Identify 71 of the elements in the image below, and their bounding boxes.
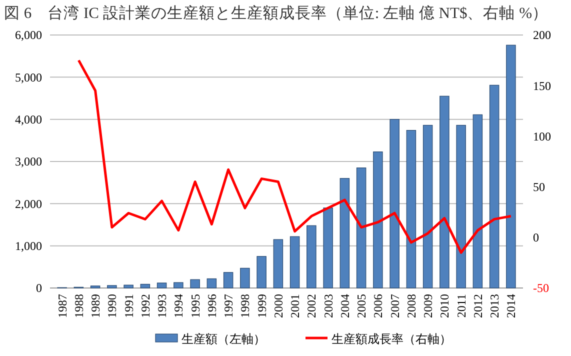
x-tick-label: 1993 bbox=[155, 294, 170, 318]
bar bbox=[340, 178, 350, 288]
bar bbox=[406, 130, 416, 288]
y-tick-label: 1,000 bbox=[15, 239, 42, 254]
x-tick-label: 2009 bbox=[421, 294, 436, 318]
x-tick-label: 2014 bbox=[504, 294, 518, 318]
y-tick-label: 2,000 bbox=[15, 196, 42, 211]
x-tick-label: 2000 bbox=[271, 294, 286, 318]
x-tick-label: 1991 bbox=[122, 294, 136, 318]
x-tick-label: 2003 bbox=[321, 294, 336, 318]
bar bbox=[273, 239, 284, 288]
bar bbox=[223, 272, 234, 288]
y-tick-label: 0 bbox=[36, 281, 42, 296]
bar bbox=[323, 208, 333, 288]
bar bbox=[506, 44, 516, 288]
x-tick-label: 1997 bbox=[222, 294, 236, 318]
bar bbox=[422, 124, 433, 288]
bar bbox=[240, 268, 250, 288]
x-tick-label: 2012 bbox=[470, 294, 485, 318]
x-tick-label: 2007 bbox=[388, 294, 402, 318]
bar bbox=[124, 284, 134, 288]
bar bbox=[190, 279, 200, 288]
bar bbox=[140, 284, 150, 288]
y2-tick-label: 50 bbox=[533, 180, 545, 194]
x-tick-label: 1992 bbox=[138, 294, 152, 318]
x-tick-label: 1996 bbox=[204, 294, 219, 318]
bar bbox=[440, 96, 450, 288]
y-tick-label: 5,000 bbox=[15, 70, 42, 84]
x-tick-label: 2004 bbox=[338, 294, 352, 318]
bar bbox=[290, 236, 300, 288]
bar bbox=[174, 282, 184, 288]
x-tick-label: 2011 bbox=[454, 294, 468, 318]
bar bbox=[90, 286, 100, 288]
bar bbox=[373, 152, 383, 288]
legend-label: 生産額（左軸） bbox=[182, 332, 266, 346]
bar bbox=[107, 285, 117, 288]
chart-title: 図 6 台湾 IC 設計業の生産額と生産額成長率（単位: 左軸 億 NT$、右軸 %） bbox=[4, 4, 548, 22]
y-tick-label: 4,000 bbox=[15, 112, 42, 127]
x-tick-label: 1988 bbox=[72, 294, 86, 318]
y-tick-label: 6,000 bbox=[15, 28, 42, 42]
x-tick-label: 2006 bbox=[371, 294, 386, 318]
bar bbox=[472, 114, 483, 288]
x-tick-label: 2013 bbox=[488, 294, 502, 318]
line-series bbox=[77, 59, 512, 254]
x-tick-label: 1998 bbox=[238, 294, 252, 318]
x-tick-label: 2002 bbox=[304, 294, 319, 318]
bar bbox=[256, 256, 266, 288]
x-tick-label: 1999 bbox=[254, 294, 269, 318]
y2-tick-label: -50 bbox=[533, 281, 549, 296]
x-tick-label: 2008 bbox=[404, 294, 418, 318]
bar bbox=[489, 84, 500, 288]
x-tick-label: 2001 bbox=[288, 294, 302, 318]
bar bbox=[456, 124, 466, 288]
x-tick-label: 1994 bbox=[172, 294, 186, 318]
y-tick-label: 3,000 bbox=[15, 154, 42, 169]
y2-tick-label: 100 bbox=[533, 129, 551, 144]
x-tick-label: 1987 bbox=[55, 294, 70, 318]
y2-tick-label: 150 bbox=[533, 78, 551, 93]
bar bbox=[156, 282, 167, 288]
bar bbox=[390, 119, 400, 288]
x-tick-label: 1990 bbox=[105, 294, 120, 318]
x-tick-label: 2005 bbox=[354, 294, 369, 318]
x-tick-label: 1989 bbox=[88, 294, 103, 318]
x-tick-label: 2010 bbox=[438, 294, 452, 318]
legend-label: 生産額成長率（右軸） bbox=[332, 332, 452, 346]
y2-tick-label: 0 bbox=[533, 230, 539, 245]
bar bbox=[356, 168, 366, 288]
y2-tick-label: 200 bbox=[533, 28, 551, 42]
x-tick-label: 1995 bbox=[188, 294, 202, 318]
bar bbox=[306, 225, 316, 288]
bar bbox=[206, 278, 217, 288]
